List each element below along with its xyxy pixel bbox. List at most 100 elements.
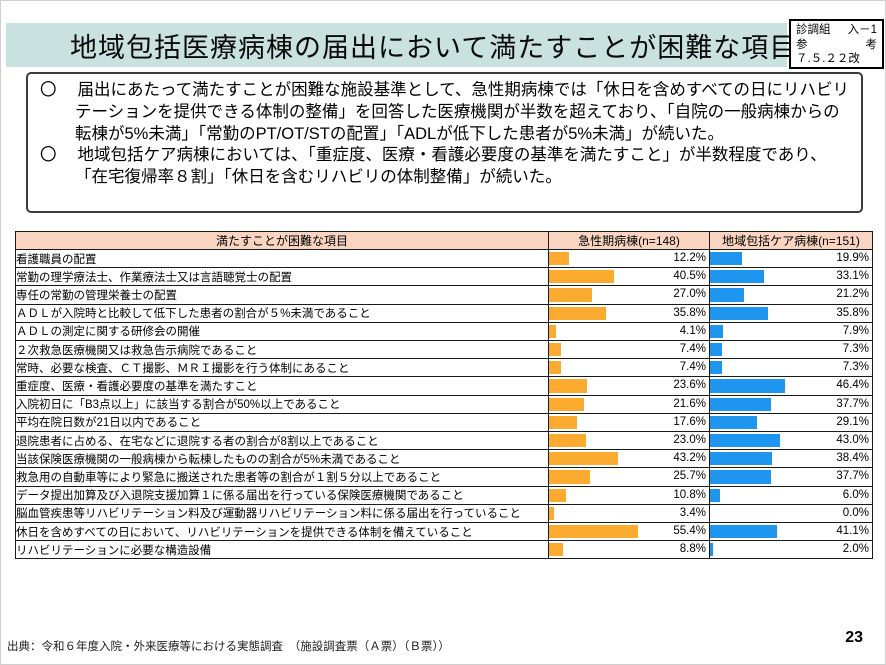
item-cell: リハビリテーションに必要な構造設備 <box>15 540 549 560</box>
care-value: 29.1% <box>836 415 869 428</box>
item-cell: データ提出加算及び入退院支援加算１に係る届出を行っている保険医療機関であること <box>15 485 549 505</box>
care-bar <box>710 470 772 484</box>
acute-value: 23.6% <box>673 379 706 392</box>
acute-bar <box>549 397 584 411</box>
acute-value: 25.7% <box>673 470 706 483</box>
row-item-label: 専任の常勤の管理栄養士の配置 <box>16 290 178 302</box>
care-bar <box>710 361 722 375</box>
ref-sanko-left: 参 <box>796 38 808 51</box>
care-cell: 7.3% <box>709 358 873 378</box>
item-cell: ＡＤＬが入院時と比較して低下した患者の割合が５%未満であること <box>15 303 549 323</box>
bullet-marker: 〇 <box>40 146 57 165</box>
summary-bullet-2-text: 地域包括ケア病棟においては、「重症度、医療・看護必要度の基準を満たすこと」が半数… <box>75 146 827 187</box>
source-note: 出典：令和６年度入院・外来医療等における実態調査 （施設調査票（Ａ票）（Ｂ票）） <box>7 641 450 653</box>
acute-value: 23.0% <box>673 434 706 447</box>
row-item-label: 入院初日に「B3点以上」に該当する割合が50%以上であること <box>16 399 341 412</box>
care-cell: 38.4% <box>709 449 873 469</box>
row-item-label: 重症度、医療・看護必要度の基準を満たすこと <box>16 381 258 394</box>
care-bar <box>710 270 764 284</box>
care-value: 7.9% <box>842 324 869 337</box>
summary-bullet-1: 〇届出にあたって満たすことが困難な施設基準として、急性期病棟では「休日を含めすべ… <box>40 80 851 145</box>
acute-bar <box>549 543 564 557</box>
ref-line-2: 参 考 <box>796 38 877 53</box>
table-row: 脳血管疾患等リハビリテーション料及び運動器リハビリテーション料に係る届出を行って… <box>15 503 873 524</box>
item-cell: 休日を含めすべての日において、リハビリテーションを提供できる体制を備えていること <box>15 522 549 542</box>
care-cell: 37.7% <box>709 467 873 487</box>
care-bar <box>710 379 786 393</box>
ref-date: ７.５.２２改 <box>796 53 860 66</box>
care-cell: 37.7% <box>709 394 873 414</box>
ref-group-label: 診調組 <box>796 24 831 36</box>
reference-stamp-box: 診調組 入－1 参 考 ７.５.２２改 <box>789 19 884 69</box>
care-cell: 35.8% <box>709 303 873 323</box>
acute-bar <box>549 288 593 302</box>
care-cell: 2.0% <box>709 540 873 560</box>
summary-box: 〇届出にあたって満たすことが困難な施設基準として、急性期病棟では「休日を含めすべ… <box>26 72 863 213</box>
care-value: 43.0% <box>836 434 869 447</box>
table-row: 当該保険医療機関の一般病棟から転棟したものの割合が5%未満であること 43.2%… <box>15 449 873 469</box>
acute-cell: 43.2% <box>548 449 710 469</box>
acute-cell: 23.0% <box>548 431 710 451</box>
table-row: 休日を含めすべての日において、リハビリテーションを提供できる体制を備えていること… <box>15 522 873 542</box>
row-item-label: リハビリテーションに必要な構造設備 <box>16 544 212 557</box>
acute-value: 43.2% <box>673 452 706 465</box>
ref-sanko-right: 考 <box>865 38 878 51</box>
acute-bar <box>549 252 569 266</box>
row-item-label: 当該保険医療機関の一般病棟から転棟したものの割合が5%未満であること <box>16 453 401 466</box>
row-item-label: 脳血管疾患等リハビリテーション料及び運動器リハビリテーション料に係る届出を行って… <box>16 508 521 521</box>
acute-cell: 7.4% <box>548 358 710 378</box>
care-bar <box>710 288 745 302</box>
item-cell: ２次救急医療機関又は救急告示病院であること <box>15 340 549 360</box>
care-bar <box>710 252 743 266</box>
acute-cell: 8.8% <box>548 540 710 560</box>
table-row: リハビリテーションに必要な構造設備 8.8% 2.0% <box>15 540 873 560</box>
care-value: 35.8% <box>836 306 869 319</box>
acute-bar <box>549 470 591 484</box>
table-row: 常時、必要な検査、ＣＴ撮影、ＭＲＩ撮影を行う体制にあること 7.4% 7.3% <box>15 358 873 378</box>
acute-cell: 55.4% <box>548 522 710 542</box>
care-cell: 29.1% <box>709 412 873 433</box>
table-row: 常勤の理学療法士、作業療法士又は言語聴覚士の配置 40.5% 33.1% <box>15 267 873 287</box>
acute-value: 3.4% <box>679 506 706 519</box>
care-cell: 0.0% <box>709 503 873 524</box>
care-bar <box>710 452 773 466</box>
care-bar <box>710 543 714 557</box>
difficult-items-table: 満たすことが困難な項目 急性期病棟(n=148) 地域包括ケア病棟(n=151)… <box>15 231 873 560</box>
row-item-label: 常時、必要な検査、ＣＴ撮影、ＭＲＩ撮影を行う体制にあること <box>16 362 350 375</box>
acute-value: 4.1% <box>679 324 706 337</box>
acute-bar <box>549 525 638 539</box>
table-row: 重症度、医療・看護必要度の基準を満たすこと 23.6% 46.4% <box>15 376 873 396</box>
care-bar <box>710 525 777 539</box>
row-item-label: 退院患者に占める、在宅などに退院する者の割合が8割以上であること <box>16 435 379 448</box>
row-item-label: ２次救急医療機関又は救急告示病院であること <box>16 344 258 357</box>
care-cell: 7.9% <box>709 321 873 342</box>
acute-bar <box>549 415 578 430</box>
column-header-acute-ward: 急性期病棟(n=148) <box>548 231 710 250</box>
care-cell: 7.3% <box>709 340 873 360</box>
row-item-label: 看護職員の配置 <box>16 253 97 266</box>
acute-cell: 35.8% <box>548 303 710 323</box>
table-row: ＡＤＬが入院時と比較して低下した患者の割合が５%未満であること 35.8% 35… <box>15 303 873 323</box>
table-row: 入院初日に「B3点以上」に該当する割合が50%以上であること 21.6% 37.… <box>15 394 873 414</box>
item-cell: ＡＤＬの測定に関する研修会の開催 <box>15 321 549 342</box>
care-cell: 46.4% <box>709 376 873 396</box>
item-cell: 専任の常勤の管理栄養士の配置 <box>15 285 549 305</box>
care-value: 7.3% <box>842 343 869 356</box>
acute-cell: 3.4% <box>548 503 710 524</box>
care-cell: 21.2% <box>709 285 873 305</box>
table-row: ＡＤＬの測定に関する研修会の開催 4.1% 7.9% <box>15 321 873 342</box>
care-bar <box>710 306 768 320</box>
row-item-label: 救急用の自動車等により緊急に搬送された患者等の割合が１割５分以上であること <box>16 472 442 485</box>
acute-bar <box>549 361 561 375</box>
acute-value: 12.2% <box>673 252 706 264</box>
care-value: 37.7% <box>836 470 869 483</box>
item-cell: 重症度、医療・看護必要度の基準を満たすこと <box>15 376 549 396</box>
item-cell: 看護職員の配置 <box>15 248 549 269</box>
table-row: 平均在院日数が21日以内であること 17.6% 29.1% <box>15 412 873 433</box>
table-header-row: 満たすことが困難な項目 急性期病棟(n=148) 地域包括ケア病棟(n=151) <box>15 231 873 250</box>
care-value: 19.9% <box>836 252 869 264</box>
acute-cell: 21.6% <box>548 394 710 414</box>
care-bar <box>710 324 723 339</box>
acute-cell: 40.5% <box>548 267 710 287</box>
acute-bar <box>549 324 556 339</box>
